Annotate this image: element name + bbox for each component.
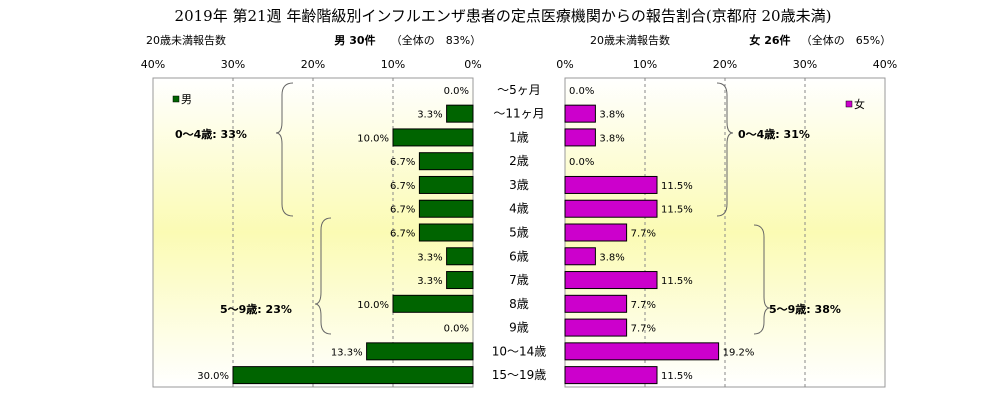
male-count-label: 男 30件 [334, 33, 375, 47]
category-label: 15～19歳 [492, 368, 547, 382]
male-data-label: 6.7% [390, 181, 415, 192]
female-x-tick-label: 10% [633, 58, 657, 71]
right-axis-caption: 20歳未満報告数 [590, 34, 670, 47]
category-label: 4歳 [509, 202, 529, 216]
male-x-tick-label: 0% [464, 58, 481, 71]
female-bar [564, 294, 628, 313]
male-data-label: 0.0% [444, 86, 469, 97]
female-bar [564, 223, 628, 242]
male-bar [232, 366, 474, 385]
female-data-label: 7.7% [631, 324, 656, 335]
female-0-4-brace [716, 82, 734, 217]
female-x-tick-label: 0% [556, 58, 573, 71]
male-data-label: 10.0% [357, 300, 389, 311]
male-legend-label: 男 [181, 93, 192, 106]
male-data-label: 30.0% [197, 371, 229, 382]
male-0-4-annotation: 0～4歳: 33% [175, 127, 247, 141]
female-5-9-brace [753, 224, 771, 335]
male-bar [446, 104, 474, 123]
female-x-tick-label: 20% [713, 58, 737, 71]
male-bar [418, 223, 474, 242]
male-data-label: 6.7% [390, 229, 415, 240]
male-x-tick-label: 10% [381, 58, 405, 71]
male-x-tick-label: 40% [141, 58, 165, 71]
category-label: 3歳 [509, 178, 529, 192]
male-data-label: 3.3% [417, 110, 442, 121]
male-x-tick-label: 30% [221, 58, 245, 71]
category-label: 2歳 [509, 154, 529, 168]
category-label: 7歳 [509, 273, 529, 287]
female-bar [564, 247, 596, 266]
female-data-label: 3.8% [599, 133, 624, 144]
female-data-label: 0.0% [569, 157, 594, 168]
chart-title: 2019年 第21週 年齢階級別インフルエンザ患者の定点医療機関からの報告割合(… [175, 7, 832, 25]
male-data-label: 3.3% [417, 252, 442, 263]
female-data-label: 11.5% [661, 181, 693, 192]
male-data-label: 3.3% [417, 276, 442, 287]
female-data-label: 0.0% [569, 86, 594, 97]
female-bar [564, 271, 658, 290]
category-label: 5歳 [509, 226, 529, 240]
male-share-label: （全体の 83%） [391, 33, 481, 47]
male-bar [418, 199, 474, 218]
male-bar [446, 247, 474, 266]
category-label: 9歳 [509, 321, 529, 335]
female-0-4-annotation: 0～4歳: 31% [738, 127, 810, 141]
category-label: ～5ヶ月 [497, 83, 541, 97]
category-label: 10～14歳 [492, 344, 547, 358]
female-5-9-annotation: 5～9歳: 38% [769, 302, 841, 316]
category-label: 1歳 [509, 130, 529, 144]
female-data-label: 11.5% [661, 205, 693, 216]
female-bar [564, 175, 658, 194]
male-data-label: 6.7% [390, 157, 415, 168]
male-bar [446, 271, 474, 290]
female-legend-label: 女 [854, 97, 865, 111]
category-label: 6歳 [509, 249, 529, 263]
female-bar [564, 342, 720, 361]
male-legend-swatch [172, 95, 180, 103]
female-data-label: 3.8% [599, 252, 624, 263]
male-bar [392, 128, 474, 147]
male-data-label: 13.3% [331, 347, 363, 358]
female-bar [564, 366, 658, 385]
female-data-label: 7.7% [631, 300, 656, 311]
female-data-label: 7.7% [631, 229, 656, 240]
male-5-9-annotation: 5～9歳: 23% [220, 302, 292, 316]
female-bar [564, 199, 658, 218]
male-5-9-brace [314, 217, 332, 335]
male-data-label: 10.0% [357, 133, 389, 144]
left-axis-caption: 20歳未満報告数 [146, 34, 226, 47]
female-x-tick-label: 40% [873, 58, 897, 71]
category-label: 8歳 [509, 297, 529, 311]
female-count-label: 女 26件 [749, 33, 790, 47]
male-x-tick-label: 20% [301, 58, 325, 71]
female-share-label: （全体の 65%） [801, 33, 891, 47]
female-data-label: 11.5% [661, 371, 693, 382]
female-bar [564, 128, 596, 147]
male-bar [392, 294, 474, 313]
category-label: ～11ヶ月 [493, 107, 544, 121]
female-data-label: 11.5% [661, 276, 693, 287]
male-data-label: 0.0% [444, 324, 469, 335]
male-bar [418, 152, 474, 171]
male-bar [418, 175, 474, 194]
female-bar [564, 318, 628, 337]
female-data-label: 19.2% [723, 347, 755, 358]
female-data-label: 3.8% [599, 110, 624, 121]
female-legend-swatch [845, 100, 853, 108]
female-bar [564, 104, 596, 123]
male-bar [366, 342, 474, 361]
female-x-tick-label: 30% [793, 58, 817, 71]
male-0-4-brace [275, 82, 294, 217]
male-data-label: 6.7% [390, 205, 415, 216]
